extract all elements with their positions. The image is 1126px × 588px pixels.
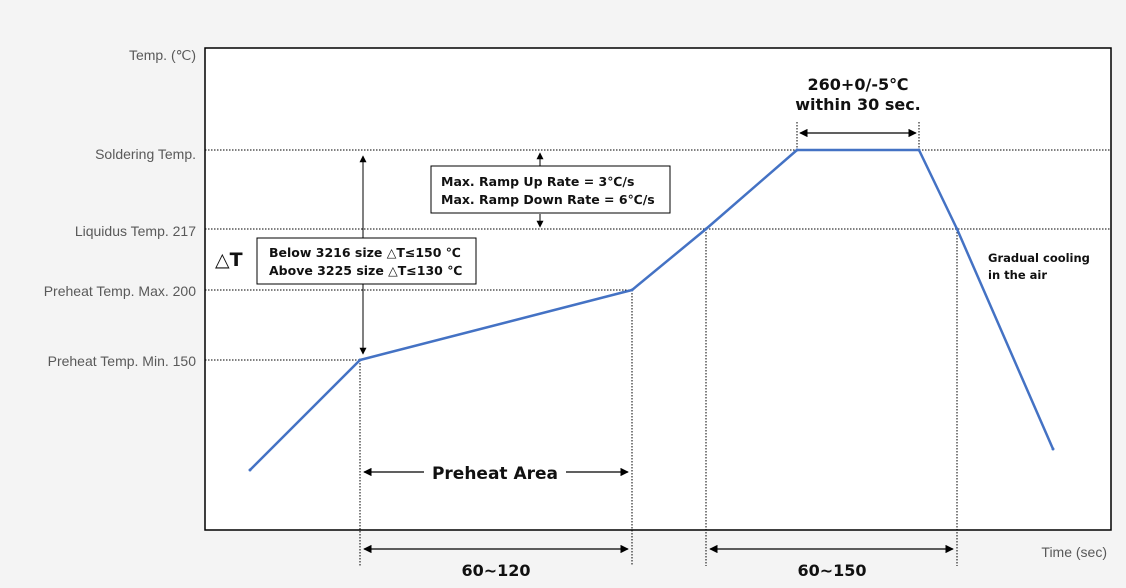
profile-point-7 xyxy=(1051,447,1055,451)
plot-area xyxy=(204,47,1112,531)
profile-point-5 xyxy=(917,148,921,152)
y-tick-label-liquidus: Liquidus Temp. 217 xyxy=(75,223,196,239)
y-tick-label-preheat-min: Preheat Temp. Min. 150 xyxy=(48,353,197,369)
preheat-area-label: Preheat Area xyxy=(432,464,558,484)
delta-t-line2: Above 3225 size △T≤130 ℃ xyxy=(269,263,462,278)
delta-t-symbol: △T xyxy=(215,249,243,271)
profile-point-1 xyxy=(358,358,362,362)
delta-t-box xyxy=(256,237,477,285)
ramp-rate-box xyxy=(430,165,671,214)
delta-t-line1: Below 3216 size △T≤150 ℃ xyxy=(269,245,461,260)
profile-point-6 xyxy=(955,227,959,231)
profile-point-3 xyxy=(704,227,708,231)
y-tick-label-soldering: Soldering Temp. xyxy=(95,146,196,162)
peak-time-label: within 30 sec. xyxy=(795,95,921,114)
cooling-line1: Gradual cooling xyxy=(988,251,1090,265)
profile-point-4 xyxy=(795,148,799,152)
profile-point-0 xyxy=(248,468,252,472)
y-axis-label: Temp. (℃) xyxy=(129,47,196,63)
ramp-up-rate: Max. Ramp Up Rate = 3℃/s xyxy=(441,174,634,189)
peak-temp-label: 260+0/-5℃ xyxy=(808,75,909,94)
ramp-down-rate: Max. Ramp Down Rate = 6℃/s xyxy=(441,192,655,207)
reflow-profile-line xyxy=(249,148,1055,471)
profile-point-2 xyxy=(630,288,634,292)
cooling-line2: in the air xyxy=(988,268,1047,282)
y-tick-label-preheat-max: Preheat Temp. Max. 200 xyxy=(44,283,196,299)
preheat-time-label: 60~120 xyxy=(461,561,530,580)
x-axis-label: Time (sec) xyxy=(1041,544,1107,560)
liquidus-time-label: 60~150 xyxy=(797,561,866,580)
